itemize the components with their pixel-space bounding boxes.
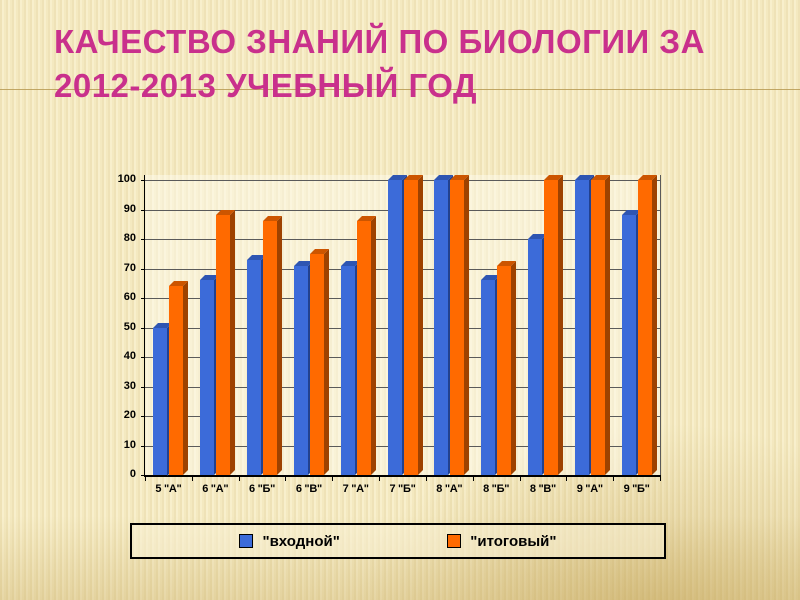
x-axis-label: 9 "А": [576, 483, 603, 495]
bar: [481, 280, 496, 475]
bar: [169, 286, 184, 475]
x-axis-label: 5 "А": [155, 483, 182, 495]
bar: [403, 180, 418, 475]
bar-side-face: [277, 216, 283, 475]
plot-right-wall: [660, 175, 661, 475]
bar: [263, 221, 278, 475]
x-axis-tick: [660, 477, 661, 481]
bar-side-face: [230, 210, 236, 475]
bar: [590, 180, 605, 475]
y-axis-tick: [141, 475, 145, 476]
y-axis-tick: [141, 268, 145, 270]
x-axis-tick: [379, 477, 381, 481]
x-axis-tick: [145, 477, 146, 481]
bar: [434, 180, 449, 475]
bar-side-face: [511, 260, 517, 475]
bar: [216, 215, 231, 475]
y-axis-label: 40: [123, 350, 136, 362]
bar: [356, 221, 371, 475]
title-line-1: КАЧЕСТВО ЗНАНИЙ ПО БИОЛОГИИ ЗА: [54, 23, 705, 60]
legend-label: "итоговый": [470, 532, 557, 550]
x-axis-tick: [425, 477, 427, 481]
bar-side-face: [183, 281, 189, 475]
y-axis-tick: [141, 298, 145, 299]
y-axis-tick: [141, 357, 145, 358]
title-underline: [0, 89, 800, 90]
bar: [450, 180, 465, 475]
legend-swatch: [447, 534, 462, 548]
x-axis-tick: [472, 477, 474, 481]
bar-side-face: [651, 175, 657, 475]
x-axis-tick: [613, 477, 615, 481]
bar-side-face: [323, 248, 329, 475]
bar: [293, 265, 308, 475]
y-axis-label: 100: [117, 173, 136, 185]
legend-item: "итоговый": [447, 532, 557, 550]
bar-side-face: [604, 175, 610, 475]
bar: [497, 265, 512, 475]
y-axis-label: 80: [123, 232, 136, 244]
bar: [153, 327, 168, 475]
bar-side-face: [464, 175, 470, 475]
y-axis-label: 50: [123, 320, 136, 333]
y-axis-label: 10: [123, 438, 136, 451]
x-axis-label: 8 "Б": [483, 483, 510, 495]
bar: [247, 259, 262, 475]
x-axis-label: 6 "Б": [249, 483, 276, 495]
x-axis-tick: [566, 477, 568, 481]
y-axis-tick: [141, 445, 145, 447]
y-axis-label: 70: [123, 261, 136, 274]
x-axis-label: 8 "А": [436, 483, 463, 495]
bar-side-face: [417, 175, 423, 475]
x-axis-label: 6 "В": [295, 483, 322, 495]
x-axis-tick: [332, 477, 334, 481]
y-axis-tick: [141, 386, 145, 388]
y-axis-tick: [141, 416, 145, 417]
bar: [309, 253, 324, 475]
y-axis-tick: [141, 327, 145, 329]
legend-label: "входной": [262, 532, 340, 550]
y-axis-tick: [141, 239, 145, 240]
y-axis-tick: [141, 180, 145, 181]
x-axis-label: 8 "В": [529, 483, 556, 495]
y-axis-label: 0: [129, 468, 136, 480]
bar: [340, 265, 355, 475]
bar: [574, 180, 589, 475]
bar: [637, 180, 652, 475]
legend-swatch: [239, 534, 254, 548]
bar: [621, 215, 636, 475]
x-axis-label: 7 "А": [342, 483, 369, 495]
x-axis-tick: [191, 477, 193, 481]
page-title: КАЧЕСТВО ЗНАНИЙ ПО БИОЛОГИИ ЗА 2012-2013…: [54, 20, 705, 108]
x-axis-tick: [285, 477, 287, 481]
title-line-2: 2012-2013 УЧЕБНЫЙ ГОД: [54, 66, 477, 104]
bar: [527, 239, 542, 475]
legend: "входной" "итоговый": [130, 523, 666, 559]
x-axis-label: 7 "Б": [389, 483, 416, 495]
bar-side-face: [557, 175, 563, 475]
x-axis-label: 6 "А": [202, 483, 229, 495]
y-axis-label: 60: [123, 291, 136, 303]
y-axis-label: 30: [123, 379, 136, 392]
x-axis-tick: [519, 477, 521, 481]
x-axis: [144, 475, 661, 477]
x-axis-label: 9 "Б": [623, 483, 650, 495]
bar: [200, 280, 215, 475]
bar: [387, 180, 402, 475]
bar-chart: 0 10 20 30 40 50 60 70 80 90 100 5 "А" 6 "А" 6 "Б" 6 "…: [100, 155, 700, 575]
bar-side-face: [370, 216, 376, 475]
legend-item: "входной": [239, 532, 340, 550]
bar: [543, 180, 558, 475]
y-axis-tick: [141, 209, 145, 211]
y-axis: [144, 175, 145, 476]
y-axis-label: 20: [123, 409, 136, 421]
y-axis-label: 90: [123, 202, 136, 215]
x-axis-tick: [238, 477, 240, 481]
